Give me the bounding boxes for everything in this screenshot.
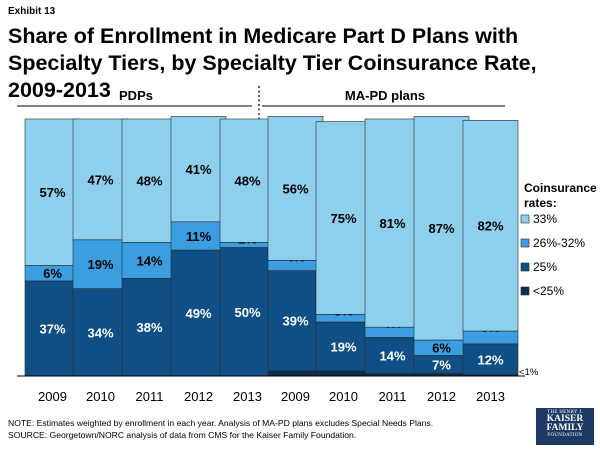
bar-PDPs-2011-p25 (121, 278, 178, 377)
bar-MA-PDplans-2009-p33 (267, 116, 324, 261)
bar-PDPs-2010-p25 (72, 288, 129, 377)
chart-area: PDPs 37% 6% 57% 2009 34% 19% 47% 2010 38% 14% 48% 20… (17, 86, 597, 404)
data-label-p33-2012: 41% (185, 162, 211, 177)
bar-PDPs-2011-p33 (121, 118, 178, 243)
data-label-p33-2011: 48% (136, 174, 162, 189)
bar-PDPs-2011-p26_32 (121, 242, 178, 279)
bar-PDPs-2013-p25 (219, 247, 276, 377)
bar-PDPs-2012-p25 (170, 249, 227, 377)
data-label-p25-2012: 49% (185, 306, 211, 321)
legend-label-p33: 33% (533, 212, 557, 226)
x-tick-label-2011: 2011 (136, 389, 164, 404)
data-label-p25-2013: 50% (234, 305, 260, 320)
data-label-p33-2013: 48% (234, 174, 260, 189)
data-label-p33-2009: 57% (39, 185, 65, 200)
data-label-p33-2010: 47% (87, 172, 113, 187)
bar-PDPs-2012-p26_32 (170, 221, 227, 251)
data-label-p26_32-2011: 14% (136, 253, 162, 268)
panel-title-0: PDPs (119, 88, 153, 103)
logo-line-2b: FAMILY (546, 423, 584, 433)
bar-MA-PDplans-2011-p33 (364, 118, 421, 328)
data-label-p33-2010: 75% (330, 211, 356, 226)
x-tick-label-2011: 2011 (379, 389, 407, 404)
data-label-p33-2012: 87% (428, 221, 454, 236)
logo-line-2a: KAISER (546, 414, 584, 424)
bar-MA-PDplans-2012-p33 (413, 116, 470, 341)
legend-swatch-p25 (520, 262, 530, 272)
data-label-p25-2011: 14% (379, 348, 405, 363)
data-label-p25-2011: 38% (136, 320, 162, 335)
data-label-p33-2009: 56% (282, 181, 308, 196)
bar-MA-PDplans-2010-p25 (315, 321, 372, 372)
bar-PDPs-2013-p33 (219, 118, 276, 243)
legend-label-p25: 25% (533, 260, 557, 274)
note-text: NOTE: Estimates weighted by enrollment i… (8, 418, 434, 428)
data-label-p25-2013: 12% (477, 352, 503, 367)
data-label-p25-2010: 19% (330, 339, 356, 354)
bar-PDPs-2009-p25 (24, 280, 81, 377)
bar-PDPs-2010-p33 (72, 118, 129, 241)
legend-swatch-p33 (520, 214, 530, 224)
data-label-p26_32-2009: 6% (43, 266, 62, 281)
x-tick-label-2012: 2012 (427, 389, 456, 404)
kff-logo: THE HENRY J. KAISER FAMILY FOUNDATION (536, 408, 594, 445)
logo-line-3: FOUNDATION (547, 433, 583, 438)
data-label-p25-2009: 39% (282, 314, 308, 329)
data-label-p26_32-2010: 19% (87, 257, 113, 272)
chart-title: Share of Enrollment in Medicare Part D P… (8, 24, 537, 102)
bar-MA-PDplans-2013-p33 (462, 119, 519, 332)
legend-label-lt25: <25% (533, 284, 564, 298)
x-tick-label-2009: 2009 (38, 389, 67, 404)
data-label-p33-2013: 82% (477, 219, 503, 234)
legend-title-line-2: rates: (524, 196, 557, 210)
x-tick-label-2012: 2012 (184, 389, 213, 404)
exhibit-label: Exhibit 13 (8, 6, 56, 17)
x-tick-label-2013: 2013 (233, 389, 262, 404)
source-text: SOURCE: Georgetown/NORC analysis of data… (8, 430, 357, 440)
x-tick-label-2010: 2010 (329, 389, 358, 404)
bar-MA-PDplans-2010-p33 (315, 121, 372, 315)
x-tick-label-2013: 2013 (476, 389, 505, 404)
bar-PDPs-2012-p33 (170, 116, 227, 223)
data-label-p26_32-2012: 11% (186, 229, 212, 244)
bar-MA-PDplans-2009-p25 (267, 270, 324, 372)
legend-title-line-1: Coinsurance (524, 181, 597, 195)
bar-MA-PDplans-2011-p25 (364, 337, 421, 374)
logo-line-1: THE HENRY J. (547, 410, 583, 415)
bar-MA-PDplans-2009-lt25 (267, 370, 324, 377)
legend-swatch-lt25 (520, 286, 530, 296)
data-label-p25-2012: 7% (432, 357, 451, 372)
x-tick-label-2010: 2010 (86, 389, 115, 404)
data-label-p25-2010: 34% (87, 325, 113, 340)
bar-MA-PDplans-2010-lt25 (315, 370, 372, 377)
legend-label-p26_32: 26%-32% (533, 236, 585, 250)
data-label-p25-2009: 37% (39, 321, 65, 336)
legend-swatch-p26_32 (520, 238, 530, 248)
data-label-p33-2011: 81% (379, 216, 405, 231)
panel-title-1: MA-PD plans (345, 88, 425, 103)
x-tick-label-2009: 2009 (281, 389, 310, 404)
data-label-p26_32-2012: 6% (432, 341, 451, 356)
data-label-lt25-2013: <1% (519, 367, 539, 378)
